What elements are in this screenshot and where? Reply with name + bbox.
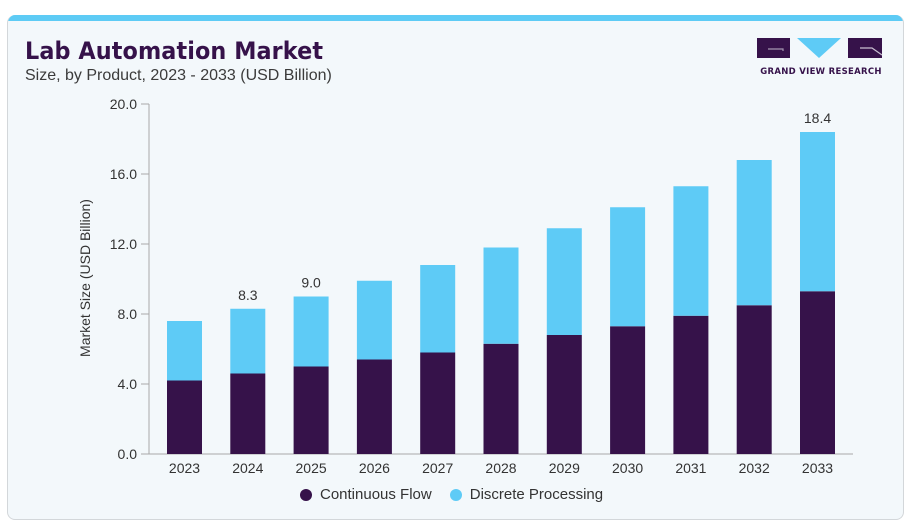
bar-discrete-processing-2028 (483, 247, 519, 344)
data-labels: 8.3 9.0 18.4 (238, 110, 831, 303)
legend-item-discrete-processing[interactable]: Discrete Processing (449, 486, 604, 503)
bars (167, 132, 835, 454)
y-tick-label: 16.0 (110, 166, 137, 182)
bar-continuous-flow-2028 (483, 343, 519, 454)
bar-continuous-flow-2031 (673, 315, 709, 454)
legend-label-continuous-flow: Continuous Flow (320, 486, 432, 503)
bar-discrete-processing-2032 (736, 160, 772, 306)
bar-continuous-flow-2032 (736, 305, 772, 454)
bar-continuous-flow-2025 (293, 366, 329, 454)
x-tick-label: 2023 (169, 460, 200, 476)
data-label-2025: 9.0 (301, 275, 321, 291)
x-tick-label: 2029 (549, 460, 580, 476)
x-tick-label: 2031 (675, 460, 706, 476)
bar-discrete-processing-2026 (356, 280, 392, 360)
axes: 0.0 4.0 8.0 12.0 16.0 20.0 2023 2024 2025 2026 202… (110, 96, 853, 476)
legend-marker-discrete-processing (449, 488, 462, 501)
logo-triangle (797, 38, 841, 58)
bar-discrete-processing-2024 (230, 308, 266, 374)
bar-continuous-flow-2033 (800, 291, 835, 454)
y-tick-label: 4.0 (118, 376, 138, 392)
grand-view-research-logo: GRAND VIEW RESEARCH (757, 38, 885, 78)
y-axis-title: Market Size (USD Billion) (77, 199, 93, 357)
logo-right-mark (860, 47, 883, 56)
logo-icon (757, 38, 883, 58)
logo-left-mark (768, 48, 784, 51)
x-tick-label: 2025 (296, 460, 327, 476)
bar-continuous-flow-2030 (610, 326, 646, 454)
bar-discrete-processing-2029 (546, 228, 582, 335)
bar-discrete-processing-2031 (673, 186, 709, 316)
bar-discrete-processing-2030 (610, 207, 646, 327)
y-tick-label: 12.0 (110, 236, 137, 252)
x-tick-label: 2024 (232, 460, 263, 476)
x-tick-label: 2028 (485, 460, 516, 476)
data-label-2024: 8.3 (238, 287, 258, 303)
x-tick-label: 2027 (422, 460, 453, 476)
chart-title: Lab Automation Market (25, 37, 324, 65)
y-tick-label: 20.0 (110, 96, 137, 112)
bar-discrete-processing-2027 (420, 265, 456, 353)
x-tick-label: 2033 (802, 460, 833, 476)
bar-discrete-processing-2025 (293, 296, 329, 367)
bar-discrete-processing-2023 (167, 321, 202, 381)
bar-continuous-flow-2023 (167, 380, 202, 454)
y-tick-label: 0.0 (118, 446, 138, 462)
y-tick-label: 8.0 (118, 306, 138, 322)
chart-subtitle: Size, by Product, 2023 - 2033 (USD Billi… (25, 67, 332, 84)
bar-continuous-flow-2029 (546, 335, 582, 454)
legend-label-discrete-processing: Discrete Processing (469, 486, 604, 503)
bar-continuous-flow-2024 (230, 373, 266, 454)
card-accent-bar (8, 15, 903, 21)
x-tick-label: 2032 (739, 460, 770, 476)
bar-continuous-flow-2027 (420, 352, 456, 454)
x-tick-label: 2026 (359, 460, 390, 476)
bar-continuous-flow-2026 (356, 359, 392, 454)
legend-marker-continuous-flow (300, 488, 312, 501)
logo-left-block (757, 38, 790, 58)
legend: Continuous Flow Discrete Processing (300, 486, 613, 503)
legend-item-continuous-flow[interactable]: Continuous Flow (300, 486, 432, 503)
logo-text: GRAND VIEW RESEARCH (760, 67, 882, 77)
bar-discrete-processing-2033 (800, 132, 835, 292)
x-tick-label: 2030 (612, 460, 643, 476)
data-label-2033: 18.4 (804, 110, 831, 126)
